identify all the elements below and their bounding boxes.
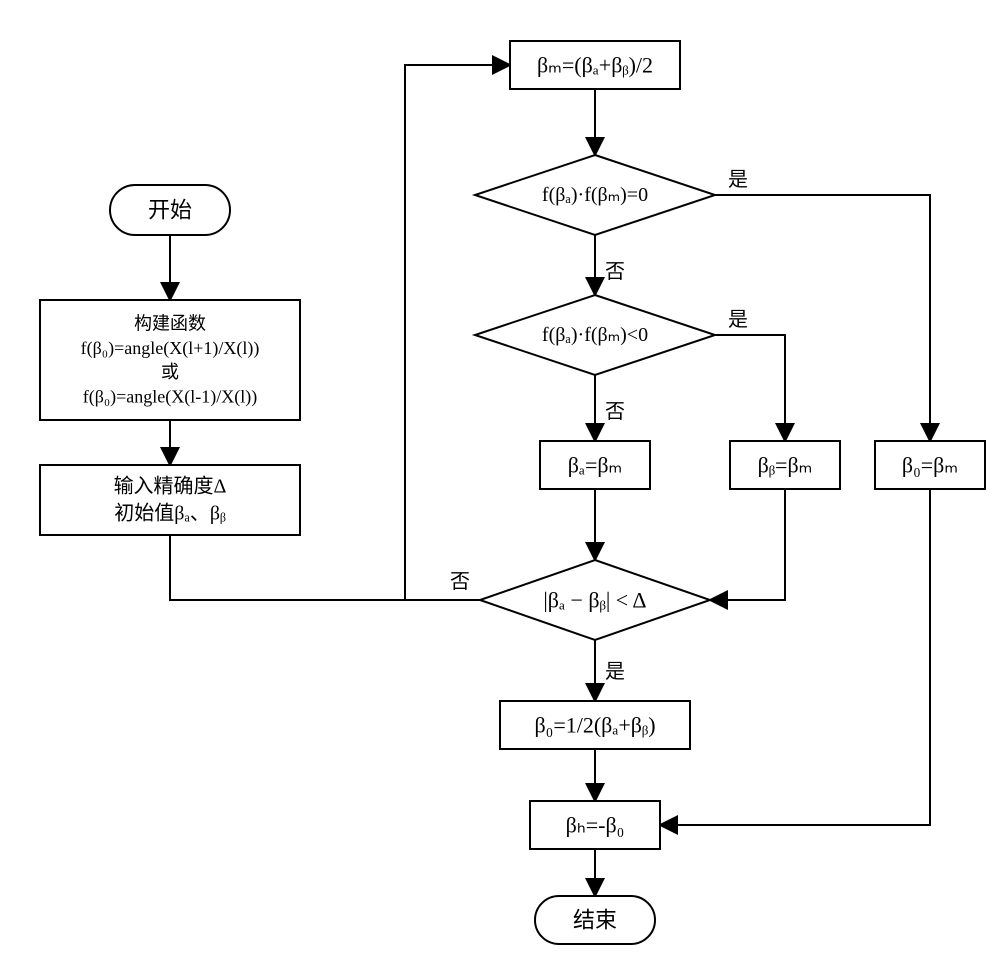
node-negate-label: βₕ=-β₀ xyxy=(566,813,625,838)
node-dec2-label: f(βₐ)·f(βₘ)<0 xyxy=(542,324,648,346)
svg-text:否: 否 xyxy=(605,401,625,423)
node-dec1: f(βₐ)·f(βₘ)=0 xyxy=(475,155,715,235)
node-assignA: βₐ=βₘ xyxy=(540,441,650,489)
node-half-label: β₀=1/2(βₐ+βᵦ) xyxy=(534,713,655,738)
node-input-line-1: 初始值βₐ、βᵦ xyxy=(114,502,226,525)
node-mid: βₘ=(βₐ+βᵦ)/2 xyxy=(510,41,680,89)
node-negate: βₕ=-β₀ xyxy=(530,801,660,849)
node-build-line-2: 或 xyxy=(161,362,179,382)
svg-text:是: 是 xyxy=(728,169,748,191)
node-input: 输入精确度Δ 初始值βₐ、βᵦ xyxy=(40,465,300,535)
node-build-line-3: f(β₀)=angle(X(l-1)/X(l)) xyxy=(83,386,258,407)
node-build-line-0: 构建函数 xyxy=(134,314,206,334)
nodes-layer: 开始构建函数 f(β₀)=angle(X(l+1)/X(l)) 或 f(β₀)=ang… xyxy=(40,41,985,944)
node-dec3: |βₐ − βᵦ| < Δ xyxy=(480,560,710,640)
node-dec1-label: f(βₐ)·f(βₘ)=0 xyxy=(542,184,648,206)
node-assignA-label: βₐ=βₘ xyxy=(568,453,623,478)
svg-text:否: 否 xyxy=(605,261,625,283)
node-assignB: βᵦ=βₘ xyxy=(730,441,840,489)
svg-text:是: 是 xyxy=(605,661,625,683)
node-end: 结束 xyxy=(535,896,655,944)
flowchart-canvas: 否是否是否是开始构建函数f(β₀)=angle(X(l+1)/X(l))或f(β… xyxy=(0,0,1000,964)
node-input-line-0: 输入精确度Δ xyxy=(114,475,227,498)
node-assign0-label: β₀=βₘ xyxy=(902,453,958,478)
node-start-label: 开始 xyxy=(148,198,192,223)
node-start: 开始 xyxy=(110,185,230,235)
node-dec2: f(βₐ)·f(βₘ)<0 xyxy=(475,295,715,375)
node-assignB-label: βᵦ=βₘ xyxy=(758,453,813,478)
node-build-line-1: f(β₀)=angle(X(l+1)/X(l)) xyxy=(81,338,260,359)
node-half: β₀=1/2(βₐ+βᵦ) xyxy=(500,701,690,749)
edge-e14 xyxy=(660,489,930,825)
edge-e10 xyxy=(710,489,785,600)
node-end-label: 结束 xyxy=(573,908,617,933)
edge-e8 xyxy=(715,335,785,441)
node-mid-label: βₘ=(βₐ+βᵦ)/2 xyxy=(537,53,653,78)
node-build: 构建函数 f(β₀)=angle(X(l+1)/X(l)) 或 f(β₀)=angle… xyxy=(40,300,300,420)
svg-text:否: 否 xyxy=(450,571,470,593)
node-assign0: β₀=βₘ xyxy=(875,441,985,489)
svg-text:是: 是 xyxy=(728,309,748,331)
node-dec3-label: |βₐ − βᵦ| < Δ xyxy=(543,588,646,613)
